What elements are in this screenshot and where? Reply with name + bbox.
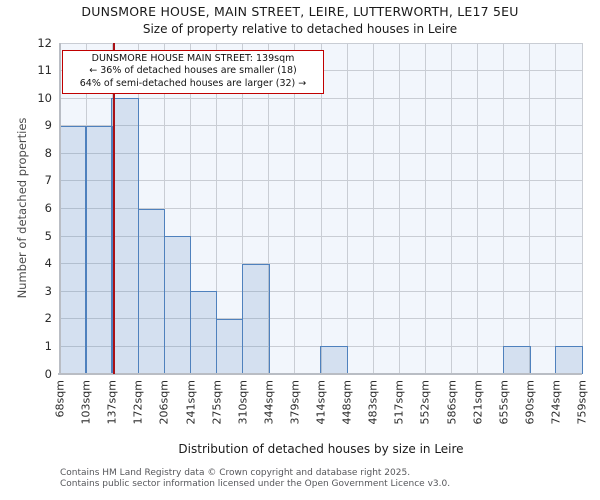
footer-line-2: Contains public sector information licen… bbox=[60, 478, 451, 489]
y-axis-line bbox=[58, 43, 61, 375]
grid-line-horizontal bbox=[60, 208, 582, 209]
histogram-bar bbox=[555, 346, 583, 374]
x-tick-label: 586sqm bbox=[445, 380, 458, 425]
grid-line-horizontal bbox=[60, 235, 582, 237]
histogram-bar bbox=[189, 291, 218, 374]
grid-line-horizontal bbox=[60, 125, 582, 127]
x-axis-line bbox=[58, 373, 582, 375]
y-tick-label: 9 bbox=[44, 118, 52, 133]
y-tick-label: 4 bbox=[44, 256, 52, 271]
x-tick-label: 483sqm bbox=[366, 380, 380, 425]
y-tick-label: 8 bbox=[44, 145, 52, 160]
y-tick-label: 2 bbox=[44, 311, 52, 326]
x-tick-label: 759sqm bbox=[575, 380, 589, 425]
x-tick-label: 275sqm bbox=[210, 380, 224, 425]
footer-line-1: Contains HM Land Registry data © Crown c… bbox=[60, 468, 411, 478]
grid-line-horizontal bbox=[60, 290, 582, 292]
plot-area: DUNSMORE HOUSE MAIN STREET: 139sqm ← 36%… bbox=[37, 36, 588, 425]
chart-title: DUNSMORE HOUSE, MAIN STREET, LEIRE, LUTT… bbox=[81, 4, 519, 19]
y-tick-label: 7 bbox=[44, 173, 52, 188]
histogram-bar bbox=[137, 208, 166, 374]
x-tick-label: 206sqm bbox=[157, 380, 171, 425]
y-tick-label: 5 bbox=[44, 228, 52, 243]
histogram-bar bbox=[320, 346, 348, 374]
x-tick-label: 241sqm bbox=[184, 380, 197, 425]
histogram-bar bbox=[241, 263, 270, 374]
x-tick-label: 310sqm bbox=[236, 380, 250, 425]
histogram-bar bbox=[85, 125, 113, 374]
histogram-bar bbox=[111, 98, 140, 374]
x-tick-label: 517sqm bbox=[392, 380, 406, 425]
x-tick-label: 448sqm bbox=[340, 380, 354, 425]
annotation-line-2: ← 36% of detached houses are smaller (18… bbox=[89, 65, 297, 77]
x-tick-label: 68sqm bbox=[53, 380, 67, 418]
x-tick-label: 172sqm bbox=[131, 380, 145, 425]
grid-line-horizontal bbox=[60, 318, 582, 320]
grid-line-horizontal bbox=[60, 263, 582, 265]
x-tick-label: 655sqm bbox=[497, 380, 511, 425]
grid-line-horizontal bbox=[60, 345, 582, 347]
x-tick-label: 137sqm bbox=[105, 380, 119, 425]
y-tick-label: 11 bbox=[37, 63, 52, 78]
histogram-bar bbox=[502, 346, 531, 374]
annotation-line-3: 64% of semi-detached houses are larger (… bbox=[79, 77, 307, 89]
histogram-bar bbox=[59, 125, 87, 374]
subject-property-marker-line bbox=[112, 43, 115, 374]
grid-line-horizontal bbox=[60, 152, 582, 154]
y-tick-label: 10 bbox=[37, 90, 52, 105]
y-tick-label: 1 bbox=[44, 338, 52, 353]
y-tick-label: 0 bbox=[44, 366, 52, 381]
grid-line-horizontal bbox=[60, 180, 582, 182]
x-tick-label: 414sqm bbox=[314, 380, 328, 425]
x-tick-label: 103sqm bbox=[79, 380, 93, 425]
y-tick-label: 6 bbox=[44, 201, 52, 215]
x-axis-label: Distribution of detached houses by size … bbox=[178, 442, 464, 456]
annotation-line-1: DUNSMORE HOUSE MAIN STREET: 139sqm bbox=[91, 53, 295, 64]
x-tick-label: 379sqm bbox=[288, 380, 302, 425]
grid-line-horizontal bbox=[60, 42, 582, 44]
grid-line-horizontal bbox=[60, 97, 582, 99]
x-tick-label: 690sqm bbox=[523, 380, 537, 425]
histogram-bar bbox=[163, 236, 192, 374]
property-annotation-box: DUNSMORE HOUSE MAIN STREET: 139sqm ← 36%… bbox=[62, 50, 324, 95]
x-tick-label: 344sqm bbox=[262, 380, 276, 425]
license-footer: Contains HM Land Registry data © Crown c… bbox=[60, 468, 450, 489]
y-tick-label: 12 bbox=[37, 35, 52, 50]
histogram-bar bbox=[215, 318, 244, 374]
grid-line-vertical bbox=[581, 43, 583, 374]
chart-subtitle: Size of property relative to detached ho… bbox=[142, 22, 458, 36]
x-tick-label: 621sqm bbox=[471, 380, 485, 425]
x-tick-label: 552sqm bbox=[418, 380, 432, 425]
x-tick-label: 724sqm bbox=[549, 380, 563, 425]
y-tick-label: 3 bbox=[44, 283, 52, 298]
